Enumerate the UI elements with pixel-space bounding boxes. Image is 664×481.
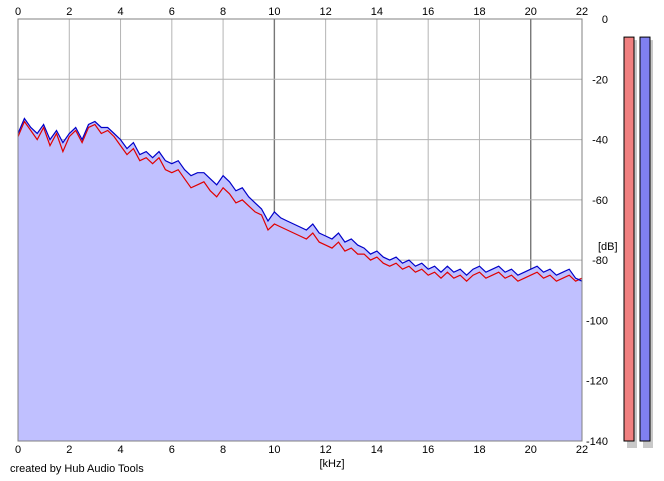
x-tick-label-top: 4 xyxy=(117,6,123,18)
y-tick-label: -140 xyxy=(586,436,608,448)
spectrum-fill xyxy=(18,118,582,441)
x-tick-label-bottom: 14 xyxy=(371,444,383,456)
level-meter-left xyxy=(623,36,635,442)
y-tick-labels: 0 -20 -40 -60 -80 -100 -120 -140 xyxy=(586,14,608,448)
series-right-blue xyxy=(17,117,583,282)
series-layer xyxy=(17,117,583,283)
x-tick-label-bottom: 4 xyxy=(117,444,123,456)
x-tick-label-bottom: 12 xyxy=(320,444,332,456)
x-tick-label-top: 18 xyxy=(473,6,485,18)
x-tick-labels-bottom: 0 2 4 6 8 10 12 14 16 18 20 22 xyxy=(15,444,588,456)
x-tick-label-top: 2 xyxy=(66,6,72,18)
y-tick-label: 0 xyxy=(602,14,608,26)
x-tick-label-top: 12 xyxy=(320,6,332,18)
level-meter-right xyxy=(639,36,651,442)
x-tick-label-top: 6 xyxy=(169,6,175,18)
y-axis-unit: [dB] xyxy=(598,241,618,253)
x-tick-label-bottom: 6 xyxy=(169,444,175,456)
plot-border xyxy=(17,18,583,442)
x-tick-label-bottom: 10 xyxy=(268,444,280,456)
x-tick-label-top: 16 xyxy=(422,6,434,18)
x-axis-unit: [kHz] xyxy=(319,458,344,470)
x-tick-label-bottom: 2 xyxy=(66,444,72,456)
y-tick-label: -40 xyxy=(592,135,608,147)
x-tick-label-top: 14 xyxy=(371,6,383,18)
y-tick-label: -120 xyxy=(586,376,608,388)
x-tick-label-top: 8 xyxy=(220,6,226,18)
level-meters xyxy=(623,36,653,448)
x-tick-label-top: 20 xyxy=(525,6,537,18)
x-tick-label-bottom: 20 xyxy=(525,444,537,456)
credit-text: created by Hub Audio Tools xyxy=(10,463,144,475)
series-left-red xyxy=(17,120,583,283)
x-tick-label-top: 22 xyxy=(576,6,588,18)
y-tick-label: -20 xyxy=(592,74,608,86)
y-tick-label: -60 xyxy=(592,195,608,207)
x-tick-label-top: 10 xyxy=(268,6,280,18)
x-tick-label-bottom: 0 xyxy=(15,444,21,456)
x-tick-label-bottom: 8 xyxy=(220,444,226,456)
x-tick-label-top: 0 xyxy=(15,6,21,18)
y-tick-label: -80 xyxy=(592,255,608,267)
y-tick-label: -100 xyxy=(586,315,608,327)
plot-frame xyxy=(17,18,583,442)
x-tick-label-bottom: 22 xyxy=(576,444,588,456)
spectrum-area xyxy=(18,118,582,441)
x-tick-label-bottom: 18 xyxy=(473,444,485,456)
x-tick-label-bottom: 16 xyxy=(422,444,434,456)
x-tick-labels-top: 0 2 4 6 8 10 12 14 16 18 20 22 xyxy=(15,6,588,18)
